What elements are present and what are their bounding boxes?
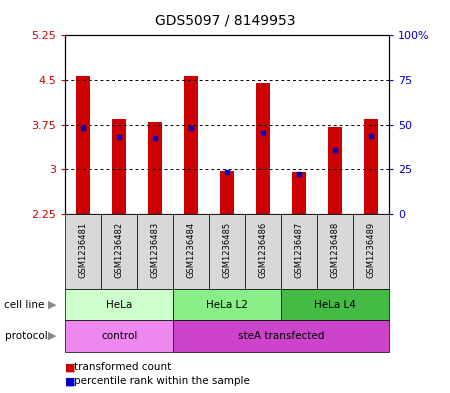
Bar — [101, 214, 137, 289]
Text: transformed count: transformed count — [74, 362, 171, 373]
Bar — [173, 289, 281, 320]
Text: protocol: protocol — [4, 331, 47, 341]
Bar — [65, 320, 173, 352]
Bar — [184, 76, 198, 214]
Text: ▶: ▶ — [48, 299, 56, 310]
Bar — [317, 214, 353, 289]
Text: ■: ■ — [65, 362, 76, 373]
Bar — [65, 289, 173, 320]
Bar — [148, 122, 162, 214]
Bar — [281, 289, 389, 320]
Bar — [137, 214, 173, 289]
Text: GSM1236486: GSM1236486 — [259, 222, 268, 278]
Text: GSM1236488: GSM1236488 — [331, 222, 340, 278]
Bar — [281, 214, 317, 289]
Text: HeLa L2: HeLa L2 — [206, 299, 248, 310]
Text: GDS5097 / 8149953: GDS5097 / 8149953 — [155, 14, 295, 28]
Text: percentile rank within the sample: percentile rank within the sample — [74, 376, 250, 386]
Text: GSM1236483: GSM1236483 — [151, 222, 160, 278]
Bar — [112, 119, 126, 214]
Text: GSM1236482: GSM1236482 — [115, 222, 124, 278]
Bar — [245, 214, 281, 289]
Text: GSM1236485: GSM1236485 — [223, 222, 232, 278]
Bar — [292, 173, 306, 214]
Bar — [353, 214, 389, 289]
Text: HeLa: HeLa — [106, 299, 132, 310]
Bar — [256, 83, 270, 214]
Text: GSM1236489: GSM1236489 — [367, 222, 376, 278]
Bar — [65, 214, 101, 289]
Bar — [173, 320, 389, 352]
Text: cell line: cell line — [4, 299, 45, 310]
Bar — [173, 214, 209, 289]
Bar — [220, 171, 234, 214]
Bar — [209, 214, 245, 289]
Text: GSM1236487: GSM1236487 — [295, 222, 304, 278]
Text: ■: ■ — [65, 376, 76, 386]
Text: ▶: ▶ — [48, 331, 56, 341]
Bar — [76, 76, 90, 214]
Text: HeLa L4: HeLa L4 — [314, 299, 356, 310]
Bar — [328, 127, 342, 214]
Text: GSM1236481: GSM1236481 — [79, 222, 88, 278]
Text: steA transfected: steA transfected — [238, 331, 324, 341]
Text: control: control — [101, 331, 137, 341]
Text: GSM1236484: GSM1236484 — [187, 222, 196, 278]
Bar — [364, 119, 378, 214]
